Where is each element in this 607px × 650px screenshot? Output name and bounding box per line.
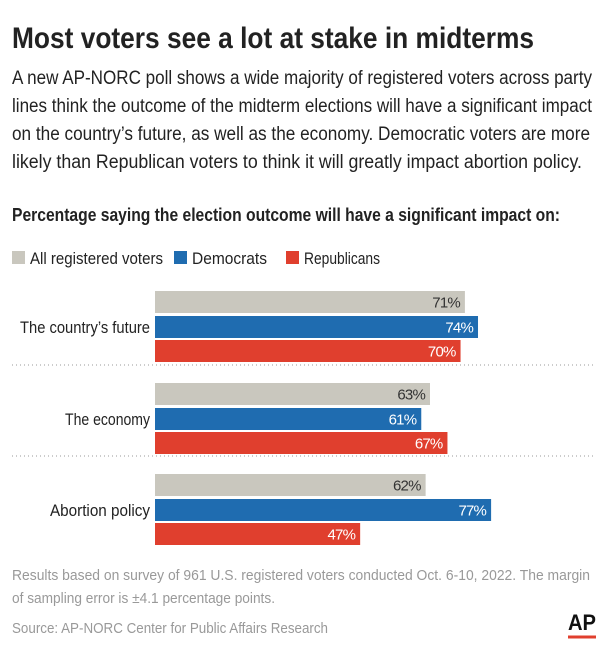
legend-swatch xyxy=(12,251,25,264)
bar xyxy=(155,474,426,496)
legend-label: All registered voters xyxy=(30,249,163,268)
value-label: 71% xyxy=(432,295,460,312)
value-label: 67% xyxy=(415,436,443,453)
value-label: 61% xyxy=(389,412,417,429)
subtitle: A new AP-NORC poll shows a wide majority… xyxy=(12,68,592,89)
value-label: 77% xyxy=(458,503,486,520)
category-label: Abortion policy xyxy=(50,501,150,520)
note: Results based on survey of 961 U.S. regi… xyxy=(12,567,590,584)
bar xyxy=(155,340,461,362)
category-label: The country’s future xyxy=(20,318,150,337)
value-label: 47% xyxy=(328,527,356,544)
value-label: 62% xyxy=(393,478,421,495)
value-label: 70% xyxy=(428,344,456,361)
legend-swatch xyxy=(174,251,187,264)
logo: AP xyxy=(568,610,596,635)
chart-title: Most voters see a lot at stake in midter… xyxy=(12,22,534,55)
bar xyxy=(155,523,361,545)
bar xyxy=(155,291,465,313)
value-label: 74% xyxy=(445,320,473,337)
legend-swatch xyxy=(286,251,299,264)
source: Source: AP-NORC Center for Public Affair… xyxy=(12,620,328,637)
note: of sampling error is ±4.1 percentage poi… xyxy=(12,590,275,607)
bar xyxy=(155,408,422,430)
category-label: The economy xyxy=(65,410,150,429)
legend-label: Republicans xyxy=(304,249,380,268)
chart-heading: Percentage saying the election outcome w… xyxy=(12,205,560,225)
legend-label: Democrats xyxy=(192,249,267,268)
subtitle: likely than Republican voters to think i… xyxy=(12,152,582,173)
value-label: 63% xyxy=(397,387,425,404)
subtitle: on the country’s future, as well as the … xyxy=(12,124,590,145)
bar xyxy=(155,432,448,454)
bar xyxy=(155,499,492,521)
bar xyxy=(155,383,430,405)
bar xyxy=(155,316,479,338)
subtitle: lines think the outcome of the midterm e… xyxy=(12,96,593,117)
